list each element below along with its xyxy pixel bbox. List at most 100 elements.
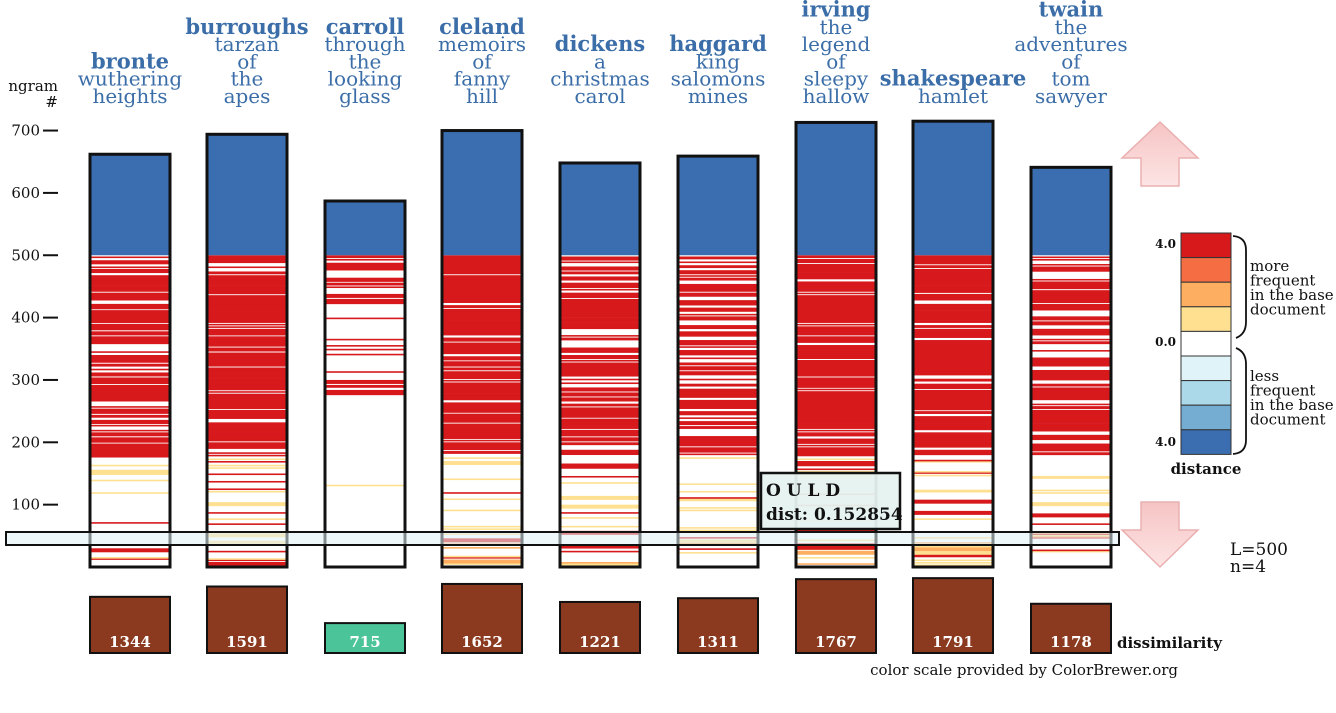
ngram-stripe [442, 282, 522, 287]
ngram-stripe [913, 559, 993, 562]
ngram-stripe [560, 317, 640, 320]
ngram-stripe [913, 428, 993, 431]
ngram-stripe [560, 388, 640, 391]
ngram-stripe [913, 379, 993, 382]
ngram-stripe [207, 373, 287, 376]
ngram-stripe [1031, 267, 1111, 272]
ngram-stripe [207, 281, 287, 286]
ngram-stripe [1031, 256, 1111, 259]
ngram-stripe [207, 258, 287, 261]
doc-title-line: sawyer [1035, 84, 1107, 108]
ngram-stripe [913, 362, 993, 365]
ngram-stripe [913, 366, 993, 368]
ngram-stripe [913, 442, 993, 447]
ngram-stripe [207, 433, 287, 436]
dissimilarity-value: 1791 [932, 633, 974, 651]
ngram-stripe [1031, 290, 1111, 295]
ngram-stripe [560, 278, 640, 281]
ngram-stripe [90, 358, 170, 363]
ngram-stripe [325, 256, 405, 259]
y-tick-label: 400 [11, 309, 40, 327]
ngram-stripe [207, 271, 287, 274]
ngram-stripe [442, 285, 522, 290]
ngram-stripe [1031, 308, 1111, 311]
ngram-stripe [796, 295, 876, 297]
ngram-stripe [442, 337, 522, 340]
ngram-stripe [796, 355, 876, 360]
bar-shakespeare[interactable] [911, 119, 995, 569]
blue-block [90, 154, 170, 256]
ngram-stripe [913, 404, 993, 407]
ngram-stripe [796, 267, 876, 270]
ngram-stripe [207, 417, 287, 419]
ngram-stripe [678, 307, 758, 312]
dissimilarity-bar-dickens [559, 600, 641, 655]
ngram-stripe [796, 268, 876, 273]
ngram-stripe [913, 401, 993, 406]
ngram-stripe [442, 351, 522, 353]
ngram-stripe [913, 262, 993, 265]
ngram-stripe [678, 449, 758, 452]
bar-outline [440, 129, 524, 569]
ngram-stripe [207, 409, 287, 414]
tooltip-box [759, 471, 902, 531]
bar-carroll[interactable] [323, 199, 407, 569]
ngram-stripe [796, 452, 876, 457]
bar-outline [1029, 165, 1113, 569]
ngram-stripe [560, 438, 640, 441]
dissimilarity-bar-shakespeare [912, 577, 994, 655]
ngram-stripe [678, 442, 758, 444]
ngram-stripe [913, 363, 993, 366]
ngram-stripe [560, 429, 640, 432]
ngram-stripe [678, 371, 758, 373]
ngram-stripe [913, 547, 993, 552]
bar-haggard[interactable] [676, 154, 760, 569]
dissimilarity-value: 1178 [1050, 633, 1092, 651]
ngram-stripe [796, 439, 876, 442]
ngram-stripe [796, 381, 876, 383]
ngram-stripe [913, 276, 993, 279]
bar-twain[interactable] [1029, 165, 1113, 569]
ngram-stripe [796, 362, 876, 367]
ngram-stripe [678, 383, 758, 386]
ngram-stripe [796, 419, 876, 422]
scroll-down-arrow-icon[interactable] [1120, 501, 1200, 569]
ngram-stripe [1031, 376, 1111, 381]
ngram-stripe [442, 330, 522, 335]
ngram-stripe [325, 389, 405, 394]
scroll-up-arrow-icon[interactable] [1120, 120, 1200, 187]
legend-swatch [1180, 257, 1232, 283]
ngram-stripe [678, 292, 758, 295]
bar-body [325, 255, 405, 567]
ngram-stripe [1031, 317, 1111, 320]
ngram-stripe [678, 436, 758, 438]
ngram-stripe [442, 305, 522, 307]
ngram-stripe [90, 256, 170, 259]
ngram-stripe [90, 331, 170, 333]
bar-burroughs[interactable] [205, 132, 289, 569]
ngram-stripe [678, 295, 758, 297]
ngram-stripe [560, 517, 640, 519]
ngram-stripe [678, 457, 758, 459]
doc-author-shakespeare: shakespeare [880, 66, 1027, 91]
ngram-stripe [678, 548, 758, 550]
selection-band-rect[interactable] [5, 531, 1120, 546]
bar-cleland[interactable] [440, 129, 524, 569]
bar-dickens[interactable] [558, 161, 642, 569]
ngram-stripe [442, 423, 522, 426]
ngram-stripe [560, 433, 640, 436]
ngram-stripe [560, 423, 640, 426]
ngram-stripe [90, 326, 170, 331]
ngram-stripe [442, 363, 522, 366]
doc-title-line: the [349, 49, 382, 73]
ngram-stripe [207, 398, 287, 403]
selection-band[interactable] [5, 531, 1120, 546]
bar-bronte[interactable] [88, 152, 172, 569]
ngram-stripe [90, 276, 170, 281]
ngram-stripe [1031, 448, 1111, 451]
ngram-stripe [678, 401, 758, 403]
doc-title-line: mines [688, 84, 748, 108]
doc-title-line: fanny [454, 67, 511, 91]
ngram-stripe [913, 347, 993, 352]
ngram-stripe [796, 292, 876, 295]
